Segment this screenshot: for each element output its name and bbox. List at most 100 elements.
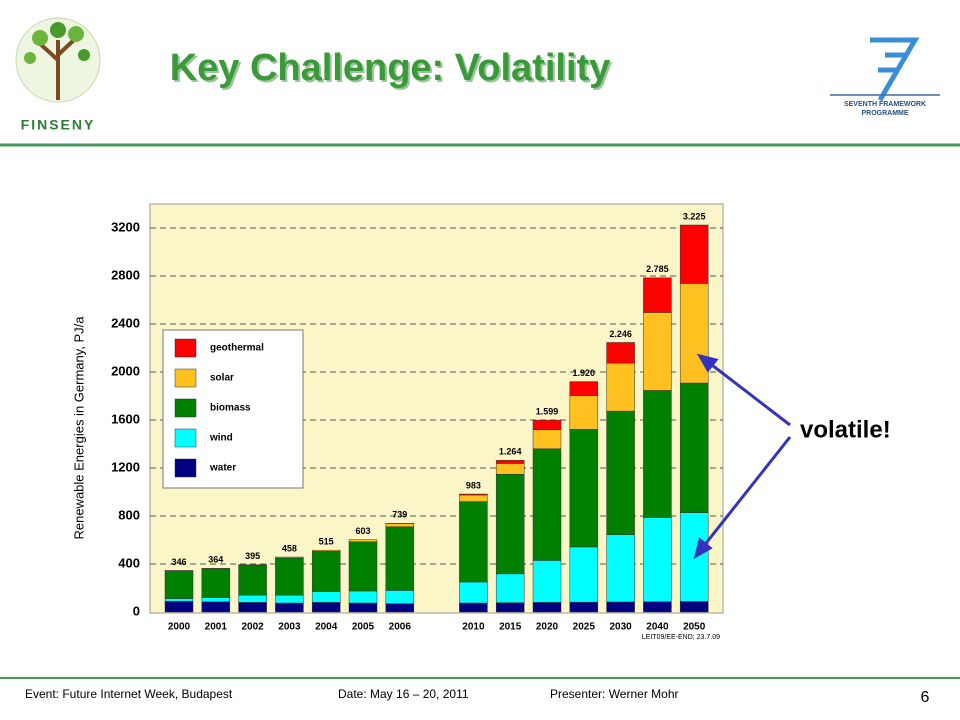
bar-segment (606, 410, 635, 535)
bar-segment (201, 601, 231, 613)
bar-segment (164, 600, 194, 613)
x-tick-label: 2050 (683, 622, 706, 633)
bar-segment (385, 523, 415, 528)
legend-label: water (209, 463, 236, 474)
chart: 0 400 800 1200 1600 2000 2400 2800 3200 Renewable… (71, 211, 723, 641)
annotation: volatile! (800, 416, 891, 443)
bar-segment (459, 501, 488, 583)
bar-segment (495, 473, 525, 575)
total-label: 515 (319, 537, 334, 547)
bar-segment (238, 594, 267, 603)
legend-label: wind (209, 433, 233, 444)
x-tick-label: 2020 (536, 622, 559, 633)
logo-left: FINSENY (15, 17, 101, 133)
legend-label: biomass (210, 403, 251, 414)
total-label: 1.920 (573, 368, 596, 378)
bar-segment (606, 534, 635, 603)
y-axis-label: Renewable Energies in Germany, PJ/a (71, 316, 86, 540)
bar-segment (606, 342, 635, 364)
total-label: 346 (171, 557, 186, 567)
bar-segment (238, 564, 267, 596)
bar-segment (643, 390, 672, 518)
x-tick-label: 2040 (646, 622, 669, 633)
bar-segment (569, 381, 599, 397)
y-tick-label: 3200 (111, 219, 140, 234)
legend-swatch (174, 368, 197, 388)
bar-segment (569, 395, 599, 430)
bar-segment (569, 429, 599, 548)
bar-segment (238, 564, 267, 566)
y-tick-label: 1600 (111, 411, 140, 426)
footer-event: Event: Future Internet Week, Budapest (25, 687, 233, 701)
bar-segment (311, 551, 341, 592)
bar-segment (275, 602, 304, 613)
bar-segment (643, 312, 672, 391)
bar-segment (679, 283, 709, 384)
bar-segment (679, 601, 709, 613)
y-tick-label: 400 (118, 555, 140, 570)
bar-segment (606, 601, 635, 613)
bar-segment (459, 493, 488, 496)
bar-segment (164, 570, 194, 599)
legend-swatch (174, 428, 197, 448)
x-tick-label: 2002 (241, 622, 264, 633)
x-tick-label: 2000 (168, 622, 191, 633)
bar-segment (311, 602, 341, 613)
bar-segment (238, 602, 267, 613)
source-note: LEIT09/EE-END; 23.7.09 (642, 634, 720, 641)
footer-presenter: Presenter: Werner Mohr (550, 687, 679, 701)
y-tick-label: 2000 (111, 363, 140, 378)
x-tick-label: 2003 (278, 622, 301, 633)
x-tick-label: 2025 (573, 622, 596, 633)
legend-swatch (174, 338, 197, 358)
bar-segment (201, 568, 231, 598)
total-label: 603 (355, 526, 370, 536)
x-tick-label: 2010 (462, 622, 485, 633)
bar-segment (532, 448, 562, 561)
bar-segment (495, 602, 525, 613)
total-label: 395 (245, 551, 260, 561)
page-number: 6 (921, 689, 930, 706)
bar-segment (459, 581, 488, 604)
bar-segment (495, 573, 525, 603)
bar-segment (459, 602, 488, 613)
total-label: 1.599 (536, 406, 559, 416)
x-tick-label: 2006 (389, 622, 412, 633)
legend-label: solar (210, 373, 234, 384)
bar-segment (679, 224, 709, 284)
bar-segment (348, 539, 378, 543)
total-label: 983 (466, 480, 481, 490)
logo-right: SEVENTH FRAMEWORK PROGRAMME (830, 37, 940, 117)
bar-segment (348, 590, 378, 604)
x-tick-label: 2005 (352, 622, 375, 633)
bar-segment (606, 362, 635, 412)
total-label: 2.246 (609, 329, 632, 339)
bar-segment (532, 419, 562, 430)
x-tick-label: 2001 (205, 622, 228, 633)
bar-segment (275, 556, 304, 559)
bar-segment (569, 601, 599, 613)
title-shadow: Key Challenge: Volatility (172, 49, 613, 91)
bar-segment (201, 597, 231, 603)
total-label: 1.264 (499, 447, 522, 457)
x-tick-label: 2030 (609, 622, 632, 633)
bar-segment (275, 594, 304, 604)
bar-segment (495, 460, 525, 464)
bar-segment (643, 517, 672, 602)
total-label: 458 (282, 543, 297, 553)
total-label: 364 (208, 555, 223, 565)
footer-date: Date: May 16 – 20, 2011 (338, 687, 469, 701)
bar-segment (385, 590, 415, 604)
bar-segment (311, 591, 341, 603)
bar-segment (459, 494, 488, 502)
y-tick-label: 2800 (111, 267, 140, 282)
y-tick-label: 800 (118, 507, 140, 522)
y-tick-label: 1200 (111, 459, 140, 474)
arrows (693, 353, 792, 560)
bar-segment (348, 602, 378, 613)
bar-segment (385, 603, 415, 613)
bar-segment (532, 429, 562, 450)
y-tick-label: 2400 (111, 315, 140, 330)
bar-segment (532, 602, 562, 613)
